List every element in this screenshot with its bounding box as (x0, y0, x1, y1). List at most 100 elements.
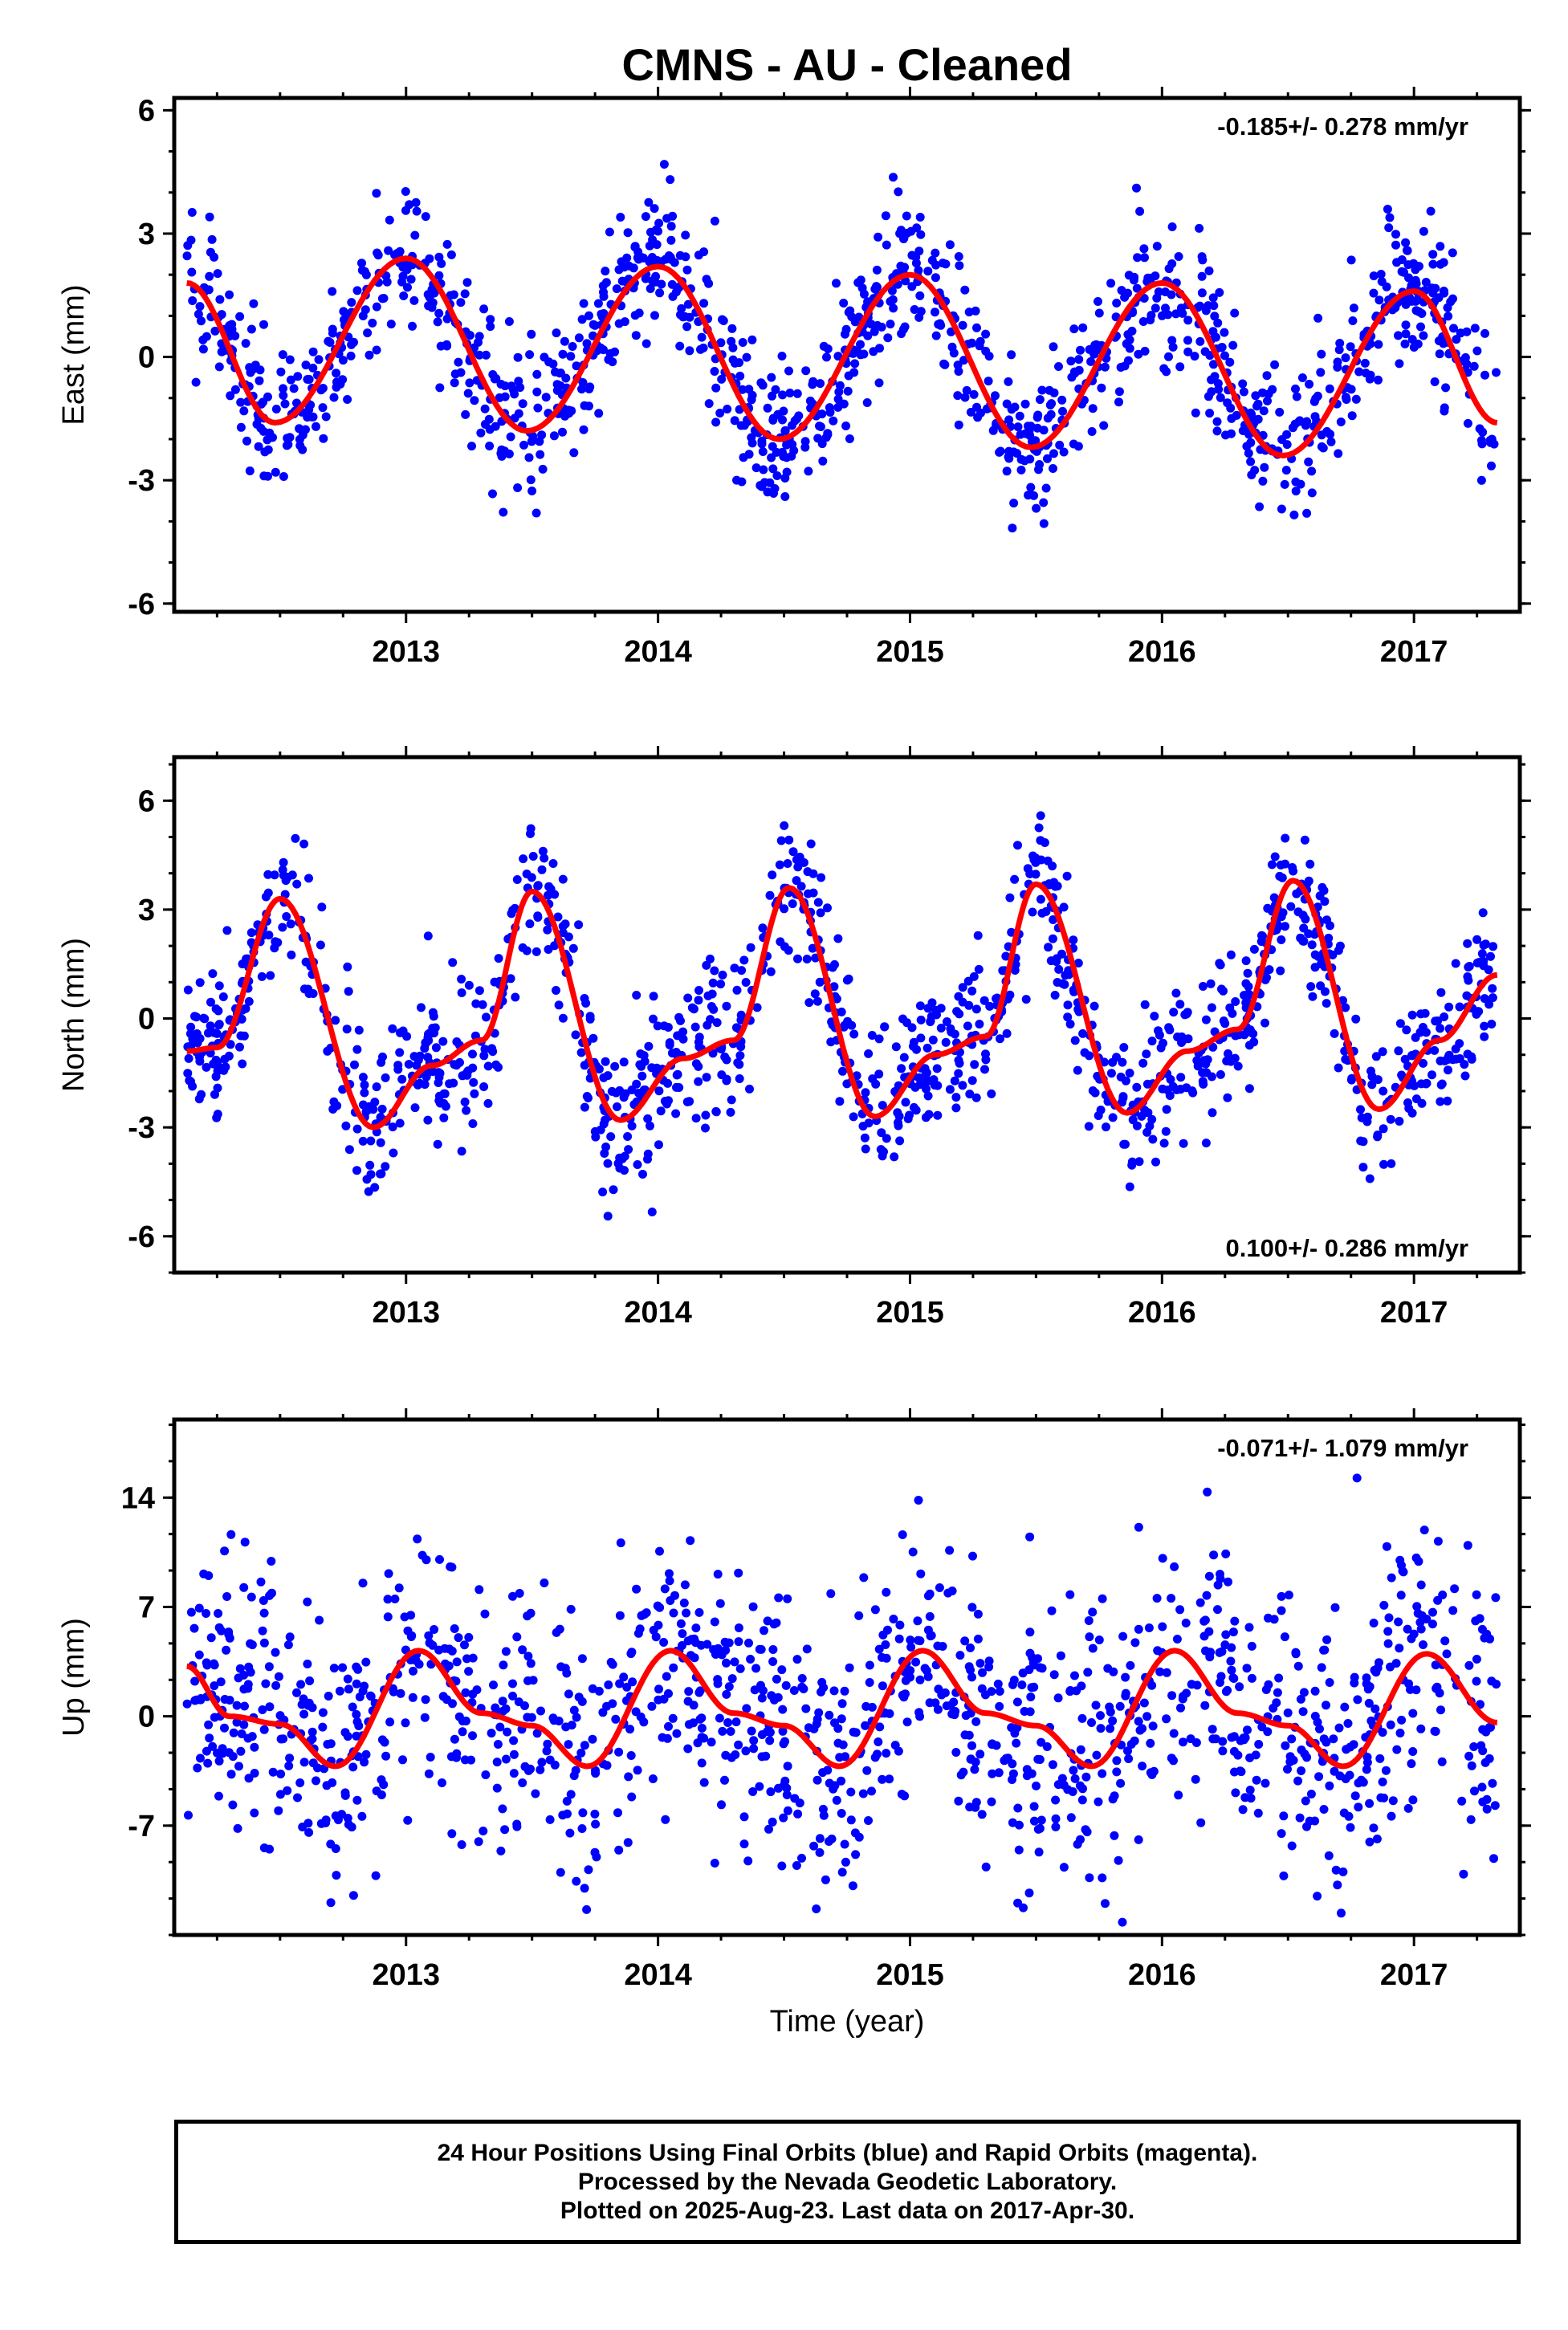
data-point (435, 1554, 444, 1564)
data-point (258, 1705, 267, 1714)
data-point (566, 1790, 576, 1799)
data-point (731, 1023, 741, 1033)
data-point (461, 409, 470, 419)
data-point (1201, 306, 1211, 316)
data-point (456, 298, 466, 308)
data-point (1395, 1729, 1405, 1737)
data-point (730, 1657, 739, 1667)
data-point (717, 374, 727, 384)
data-point (671, 1109, 681, 1118)
data-point (1089, 1001, 1099, 1011)
data-point (1296, 1694, 1305, 1704)
data-point (1335, 339, 1345, 348)
data-point (1277, 504, 1286, 514)
data-point (744, 385, 754, 394)
data-point (802, 955, 812, 963)
data-point (1202, 1068, 1212, 1077)
data-point (620, 1166, 629, 1175)
data-point (450, 369, 460, 379)
data-point (1469, 361, 1479, 371)
data-point (512, 1822, 522, 1831)
data-point (544, 890, 552, 900)
data-point (1486, 951, 1495, 961)
data-point (1041, 483, 1051, 493)
data-point (584, 1865, 593, 1875)
data-point (569, 1771, 579, 1781)
data-point (468, 1049, 477, 1059)
data-point (1002, 466, 1012, 476)
data-point (1025, 1627, 1035, 1637)
data-point (1161, 308, 1171, 318)
data-point (283, 1786, 292, 1795)
data-point (214, 362, 224, 372)
data-point (1369, 1823, 1379, 1833)
data-point (474, 350, 484, 360)
data-point (1050, 991, 1060, 1000)
data-point (681, 252, 690, 262)
data-point (263, 435, 272, 445)
data-point (378, 1052, 387, 1061)
data-point (745, 1084, 754, 1094)
data-point (916, 1033, 926, 1043)
data-point (801, 366, 811, 376)
data-point (1049, 342, 1058, 352)
data-point (470, 1089, 479, 1098)
data-point (370, 1183, 380, 1192)
data-point (1147, 1680, 1157, 1690)
data-point (398, 1755, 407, 1765)
data-point (287, 950, 296, 959)
data-point (372, 189, 381, 198)
data-point (1016, 430, 1025, 439)
data-point (685, 312, 694, 322)
data-point (188, 1081, 198, 1091)
data-point (472, 1685, 482, 1695)
data-point (1244, 1623, 1254, 1632)
data-point (639, 253, 648, 263)
data-point (908, 1547, 918, 1557)
data-point (1319, 1805, 1329, 1814)
data-point (768, 870, 777, 880)
data-point (813, 1714, 822, 1724)
data-point (1489, 942, 1498, 951)
data-point (1375, 1658, 1383, 1668)
data-point (328, 328, 337, 338)
data-point (1023, 864, 1032, 874)
data-point (360, 305, 370, 315)
data-point (739, 955, 749, 965)
data-point (916, 1015, 926, 1024)
data-point (954, 252, 963, 261)
data-point (893, 1108, 902, 1118)
data-point (1156, 1043, 1166, 1053)
data-point (582, 1904, 592, 1914)
data-point (610, 1061, 620, 1071)
data-point (874, 378, 884, 388)
data-point (377, 1790, 386, 1799)
data-point (1476, 475, 1486, 485)
data-point (1062, 871, 1072, 881)
data-point (361, 1657, 371, 1667)
data-point (474, 986, 484, 996)
data-point (1421, 278, 1431, 287)
data-point (1140, 1000, 1150, 1009)
data-point (1112, 1756, 1122, 1766)
data-point (1088, 1644, 1098, 1653)
data-point (1478, 908, 1488, 918)
data-point (763, 403, 772, 413)
data-point (691, 1114, 701, 1123)
data-point (1204, 1627, 1214, 1636)
data-point (454, 1633, 463, 1643)
data-point (208, 1741, 218, 1751)
data-point (523, 1766, 533, 1775)
data-point (693, 1738, 703, 1748)
data-point (993, 1679, 1003, 1688)
data-point (464, 980, 474, 990)
data-point (1338, 1867, 1348, 1876)
data-point (1346, 1823, 1355, 1832)
data-point (1351, 1014, 1361, 1024)
data-point (540, 853, 549, 863)
data-point (373, 248, 382, 258)
data-point (403, 1626, 413, 1635)
data-point (616, 213, 625, 222)
data-point (511, 992, 520, 1002)
data-point (882, 240, 891, 250)
